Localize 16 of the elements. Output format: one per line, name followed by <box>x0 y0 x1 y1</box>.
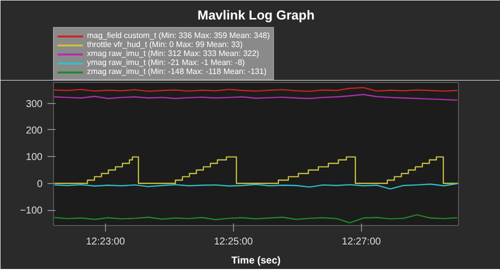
x-tick-label: 12:25:00 <box>214 236 254 248</box>
x-tick-label: 12:23:00 <box>86 236 126 248</box>
line-series <box>54 214 458 224</box>
legend-label: xmag raw_imu_t (Min: 312 Max: 333 Mean: 322) <box>87 49 260 58</box>
y-tick-label: 100 <box>26 152 43 164</box>
x-axis-title: Time (sec) <box>231 256 281 266</box>
y-tick-label: −100 <box>20 206 43 217</box>
y-tick-label: 300 <box>26 98 43 110</box>
y-tick-label: 0 <box>36 178 43 190</box>
chart-title: Mavlink Log Graph <box>197 8 315 22</box>
legend-label: throttle vfr_hud_t (Min: 0 Max: 99 Mean: 33) <box>87 40 243 49</box>
legend-label: zmag raw_imu_t (Min: -148 Max: -118 Mean: -131) <box>87 67 266 76</box>
y-tick-label: 200 <box>26 125 43 136</box>
legend-label: ymag raw_imu_t (Min: -21 Max: -1 Mean: -8) <box>87 58 245 67</box>
legend-label: mag_field custom_t (Min: 336 Max: 359 Mean: 348) <box>87 31 270 40</box>
x-tick-label: 12:27:00 <box>342 236 382 248</box>
